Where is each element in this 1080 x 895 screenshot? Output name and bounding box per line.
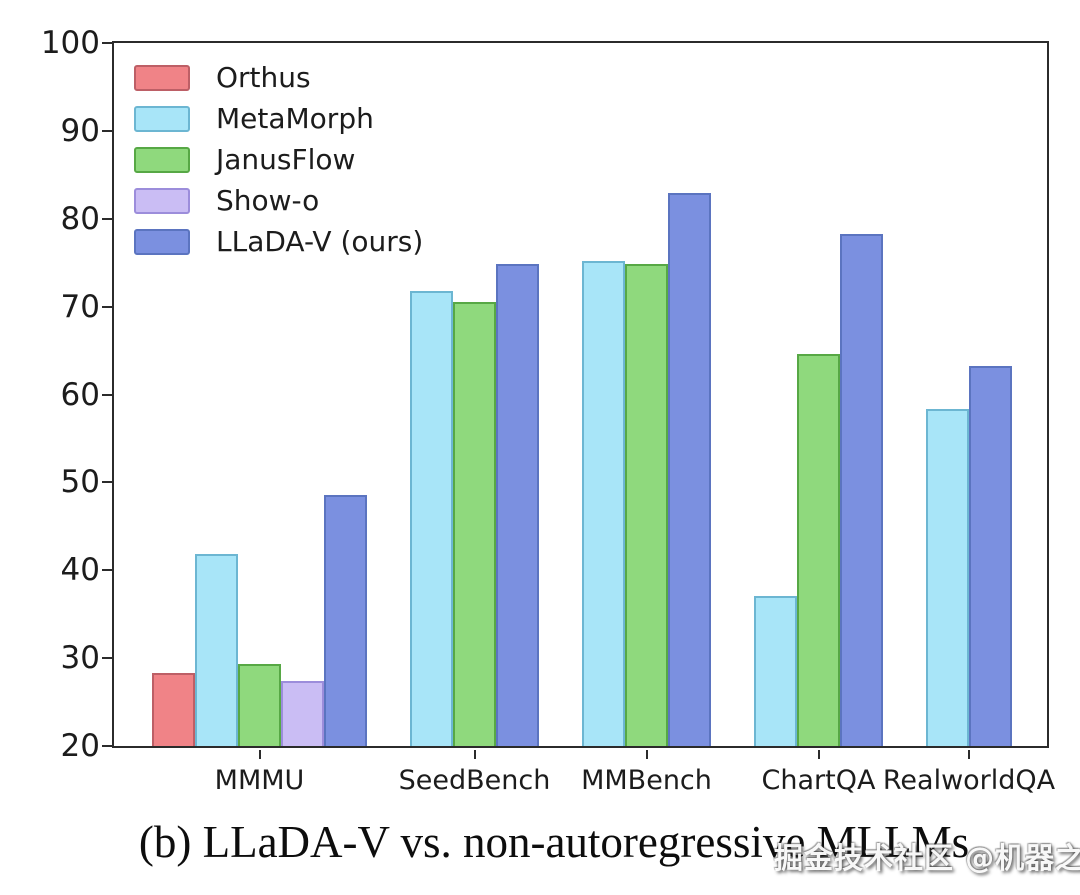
x-tick-label-chartqa: ChartQA	[761, 765, 876, 796]
bar-mmmu-show-o	[281, 680, 324, 746]
y-tick-label-90: 90	[60, 112, 100, 149]
bar-realworldqa-llada-v-ours	[969, 366, 1012, 746]
legend-swatch-janusflow	[134, 146, 190, 173]
bar-mmmu-janusflow	[238, 664, 281, 746]
bar-mmmu-orthus	[152, 673, 195, 746]
x-tick-label-mmmu: MMMU	[214, 765, 305, 796]
x-tick-mark-mmbench	[645, 750, 648, 759]
bar-chartqa-llada-v-ours	[840, 233, 883, 746]
y-tick-label-60: 60	[60, 376, 100, 413]
x-tick-mark-realworldqa	[968, 750, 970, 759]
y-tick-mark-40	[102, 569, 112, 572]
x-tick-label-realworldqa: RealworldQA	[882, 765, 1056, 796]
x-tick-label-seedbench: SeedBench	[398, 765, 551, 796]
legend: Orthus MetaMorph JanusFlow Show-o LLaDA-V (o…	[134, 57, 423, 262]
y-tick-mark-60	[102, 393, 112, 396]
y-tick-mark-30	[102, 657, 112, 660]
legend-label-llada-v-ours: LLaDA-V (ours)	[216, 225, 424, 258]
x-tick-mark-seedbench	[473, 750, 476, 759]
legend-item-llada-v-ours: LLaDA-V (ours)	[134, 221, 423, 262]
legend-swatch-metamorph	[134, 105, 190, 132]
y-tick-label-30: 30	[60, 640, 100, 677]
bar-realworldqa-metamorph	[926, 409, 969, 746]
watermark: 掘金技术社区 @机器之心	[774, 841, 1080, 875]
legend-swatch-show-o	[134, 187, 190, 214]
y-tick-mark-100	[102, 42, 112, 44]
bar-mmbench-llada-v-ours	[668, 193, 711, 746]
legend-item-show-o: Show-o	[134, 180, 423, 221]
bar-mmmu-llada-v-ours	[324, 494, 367, 746]
y-tick-label-50: 50	[60, 464, 100, 501]
bar-mmbench-metamorph	[582, 260, 625, 746]
legend-item-metamorph: MetaMorph	[134, 98, 423, 139]
bar-chartqa-janusflow	[797, 354, 840, 746]
y-tick-label-100: 100	[40, 25, 100, 61]
legend-label-orthus: Orthus	[216, 61, 311, 94]
bar-chartqa-metamorph	[754, 595, 797, 746]
y-tick-mark-80	[102, 217, 112, 220]
y-tick-label-70: 70	[60, 288, 100, 325]
y-tick-mark-20	[102, 745, 112, 747]
y-tick-mark-90	[102, 129, 112, 132]
plot-area: Orthus MetaMorph JanusFlow Show-o LLaDA-V (o…	[102, 41, 1055, 796]
bar-mmbench-janusflow	[625, 263, 668, 746]
legend-swatch-orthus	[134, 64, 190, 91]
x-tick-label-mmbench: MMBench	[581, 765, 712, 796]
legend-label-metamorph: MetaMorph	[216, 102, 374, 135]
bar-seedbench-llada-v-ours	[496, 263, 539, 746]
bar-mmmu-metamorph	[195, 554, 238, 746]
legend-item-orthus: Orthus	[134, 57, 423, 98]
legend-swatch-llada-v-ours	[134, 228, 190, 255]
legend-label-show-o: Show-o	[216, 184, 320, 217]
x-tick-mark-chartqa	[817, 750, 820, 759]
y-tick-mark-70	[102, 305, 112, 308]
y-tick-label-20: 20	[60, 728, 100, 764]
figure-caption: (b) LLaDA-V vs. non-autoregressive MLLMs	[138, 817, 970, 867]
y-tick-label-40: 40	[60, 552, 100, 589]
x-tick-mark-mmmu	[258, 750, 261, 759]
bar-seedbench-metamorph	[410, 290, 453, 746]
y-tick-label-80: 80	[60, 200, 100, 237]
legend-item-janusflow: JanusFlow	[134, 139, 423, 180]
legend-label-janusflow: JanusFlow	[216, 143, 356, 176]
bar-seedbench-janusflow	[453, 302, 496, 746]
y-tick-mark-50	[102, 481, 112, 484]
